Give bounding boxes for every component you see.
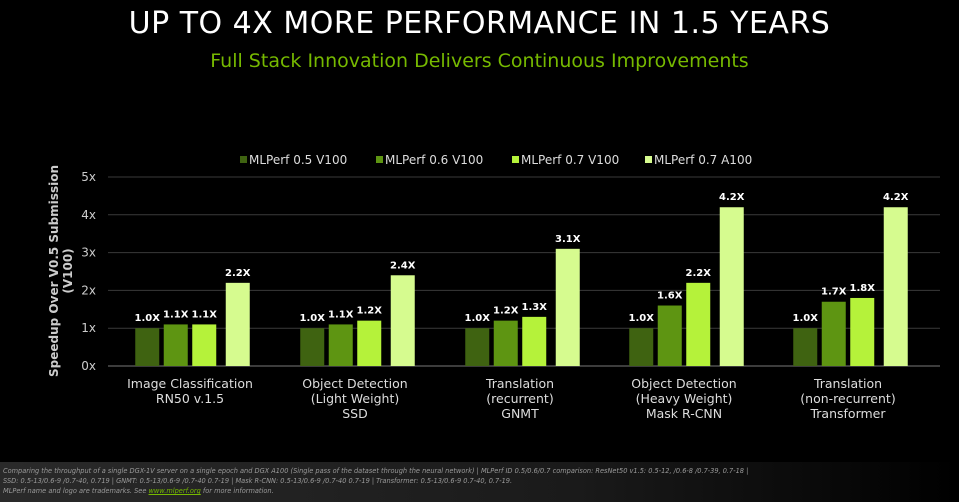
x-tick-label: SSD xyxy=(342,406,368,421)
bar-mlperf-0-5-v100 xyxy=(465,328,490,366)
data-label: 1.0X xyxy=(135,313,161,324)
legend-label: MLPerf 0.5 V100 xyxy=(249,153,347,167)
legend-label: MLPerf 0.6 V100 xyxy=(385,153,483,167)
x-tick-label: Object Detection xyxy=(631,376,736,391)
footnote-line-2: SSD: 0.5-13/0.6-9 /0.7-40, 0.719 | GNMT:… xyxy=(3,477,513,485)
data-label: 1.2X xyxy=(493,306,519,317)
y-tick-label: 3x xyxy=(81,246,96,260)
data-label: 1.2X xyxy=(357,306,383,317)
data-label: 1.1X xyxy=(328,309,354,320)
x-tick-label: Image Classification xyxy=(127,376,253,391)
data-label: 1.0X xyxy=(793,313,819,324)
mlperf-link[interactable]: www.mlperf.org xyxy=(148,487,201,495)
legend-swatch xyxy=(645,156,652,163)
data-label: 1.8X xyxy=(850,283,876,294)
y-axis-label-unit: (V100) xyxy=(61,248,75,293)
y-tick-label: 2x xyxy=(81,283,96,297)
bar-mlperf-0-7-a100 xyxy=(555,248,580,366)
bar-mlperf-0-7-a100 xyxy=(883,207,908,366)
bar-mlperf-0-7-a100 xyxy=(719,207,744,366)
bar-mlperf-0-7-v100 xyxy=(522,316,547,366)
x-tick-label: (Heavy Weight) xyxy=(636,391,733,406)
chart-subtitle: Full Stack Innovation Delivers Continuou… xyxy=(210,50,749,72)
y-tick-label: 5x xyxy=(81,170,96,184)
x-tick-label: Transformer xyxy=(809,406,886,421)
data-label: 1.3X xyxy=(522,302,548,313)
bar-mlperf-0-7-a100 xyxy=(390,275,415,366)
y-tick-label: 0x xyxy=(81,359,96,373)
footnote-text: MLPerf name and logo are trademarks. See xyxy=(3,487,149,495)
data-label: 3.1X xyxy=(555,234,581,245)
footnote-text-end: for more information. xyxy=(200,487,274,495)
x-tick-label: Translation xyxy=(813,376,882,391)
bar-mlperf-0-7-v100 xyxy=(850,297,875,366)
x-tick-label: GNMT xyxy=(501,406,539,421)
footnote-line-3: MLPerf name and logo are trademarks. See… xyxy=(3,486,956,496)
y-axis-label: Speedup Over V0.5 Submission xyxy=(47,165,61,377)
footnote-line-1: Comparing the throughput of a single DGX… xyxy=(3,467,749,475)
x-tick-label: Mask R-CNN xyxy=(646,406,722,421)
bar-mlperf-0-5-v100 xyxy=(300,328,325,366)
bar-mlperf-0-6-v100 xyxy=(328,324,353,366)
x-tick-label: (non-recurrent) xyxy=(800,391,895,406)
bar-mlperf-0-5-v100 xyxy=(793,328,818,366)
legend-label: MLPerf 0.7 V100 xyxy=(521,153,619,167)
footnote: Comparing the throughput of a single DGX… xyxy=(0,462,959,502)
bar-mlperf-0-6-v100 xyxy=(493,320,518,366)
data-label: 2.2X xyxy=(686,268,712,279)
bar-chart: 0x 1x 2x 3x 4x 5x Speedup Over V0.5 Submission… xyxy=(47,153,940,421)
x-tick-label: (Light Weight) xyxy=(311,391,399,406)
y-tick-label: 4x xyxy=(81,208,96,222)
bar-mlperf-0-5-v100 xyxy=(135,328,160,366)
y-tick-label: 1x xyxy=(81,321,96,335)
data-label: 1.7X xyxy=(821,287,847,298)
bar-mlperf-0-7-v100 xyxy=(357,320,382,366)
data-label: 4.2X xyxy=(883,192,909,203)
data-label: 1.0X xyxy=(629,313,655,324)
data-label: 1.0X xyxy=(300,313,326,324)
bar-mlperf-0-6-v100 xyxy=(821,301,846,366)
data-label: 2.4X xyxy=(390,260,416,271)
legend-label: MLPerf 0.7 A100 xyxy=(654,153,752,167)
data-label: 2.2X xyxy=(225,268,251,279)
bar-mlperf-0-7-a100 xyxy=(225,282,250,366)
bar-mlperf-0-7-v100 xyxy=(686,282,711,366)
chart-title: UP TO 4X MORE PERFORMANCE IN 1.5 YEARS xyxy=(128,6,831,41)
x-tick-label: Translation xyxy=(485,376,554,391)
data-label: 1.6X xyxy=(657,291,683,302)
legend-swatch xyxy=(376,156,383,163)
legend-swatch xyxy=(512,156,519,163)
data-label: 4.2X xyxy=(719,192,745,203)
x-tick-label: (recurrent) xyxy=(486,391,553,406)
data-label: 1.0X xyxy=(465,313,491,324)
bar-mlperf-0-7-v100 xyxy=(192,324,217,366)
x-tick-label: RN50 v.1.5 xyxy=(156,391,224,406)
bar-mlperf-0-6-v100 xyxy=(657,305,682,366)
bar-mlperf-0-5-v100 xyxy=(629,328,654,366)
data-label: 1.1X xyxy=(163,309,189,320)
legend-swatch xyxy=(240,156,247,163)
bar-mlperf-0-6-v100 xyxy=(163,324,188,366)
data-label: 1.1X xyxy=(192,309,218,320)
x-tick-label: Object Detection xyxy=(302,376,407,391)
